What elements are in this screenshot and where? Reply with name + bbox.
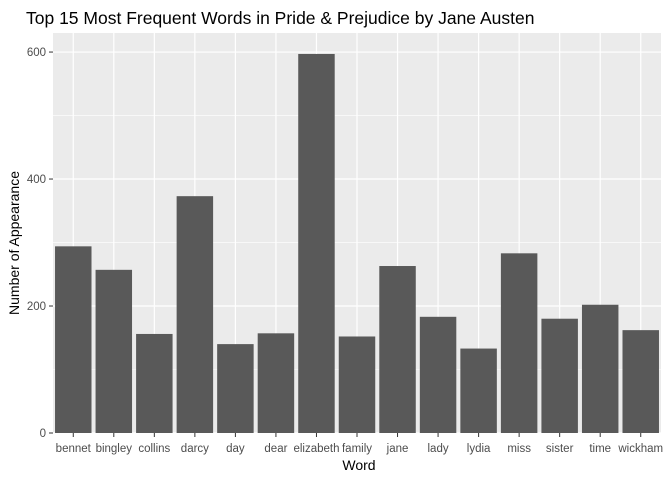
bar-wickham	[622, 330, 659, 433]
bar-bennet	[55, 246, 92, 433]
x-tick-label-darcy: darcy	[181, 443, 209, 455]
x-tick-label-wickham: wickham	[617, 443, 663, 455]
bar-time	[581, 304, 619, 433]
y-tick-label: 200	[27, 301, 46, 313]
x-tick-label-sister: sister	[546, 443, 574, 455]
x-tick-label-day: day	[226, 443, 245, 455]
y-axis-title: Number of Appearance	[6, 171, 22, 315]
bar-lady	[419, 316, 457, 433]
y-tick-label: 400	[27, 174, 46, 186]
x-tick-label-dear: dear	[264, 443, 287, 455]
chart-title: Top 15 Most Frequent Words in Pride & Pr…	[26, 8, 534, 28]
bar-sister	[541, 318, 578, 433]
x-tick-label-lady: lady	[428, 443, 449, 455]
x-tick-label-lydia: lydia	[467, 443, 491, 455]
y-axis: 0 200 400 600	[27, 47, 53, 440]
x-tick-label-bingley: bingley	[96, 443, 133, 455]
bar-elizabeth	[298, 53, 335, 433]
bar-darcy	[176, 196, 214, 433]
bar-lydia	[460, 348, 497, 433]
x-tick-label-miss: miss	[507, 443, 531, 455]
x-axis: bennet bingley collins darcy day dear elizabet…	[56, 433, 663, 455]
bar-dear	[257, 333, 295, 433]
bar-miss	[500, 253, 538, 433]
bar-day	[217, 344, 254, 433]
x-tick-label-bennet: bennet	[56, 443, 92, 455]
x-tick-label-collins: collins	[138, 443, 170, 455]
bar-collins	[136, 333, 173, 433]
x-tick-label-time: time	[589, 443, 611, 455]
bar-bingley	[95, 269, 133, 433]
bar-family	[338, 336, 376, 433]
x-tick-label-elizabeth: elizabeth	[293, 443, 339, 455]
y-tick-label: 600	[27, 47, 46, 59]
x-tick-label-jane: jane	[386, 443, 409, 455]
x-tick-label-family: family	[342, 443, 372, 455]
y-tick-label: 0	[40, 428, 46, 440]
bars	[55, 53, 659, 433]
x-axis-title: Word	[342, 457, 375, 473]
bar-jane	[379, 266, 416, 433]
